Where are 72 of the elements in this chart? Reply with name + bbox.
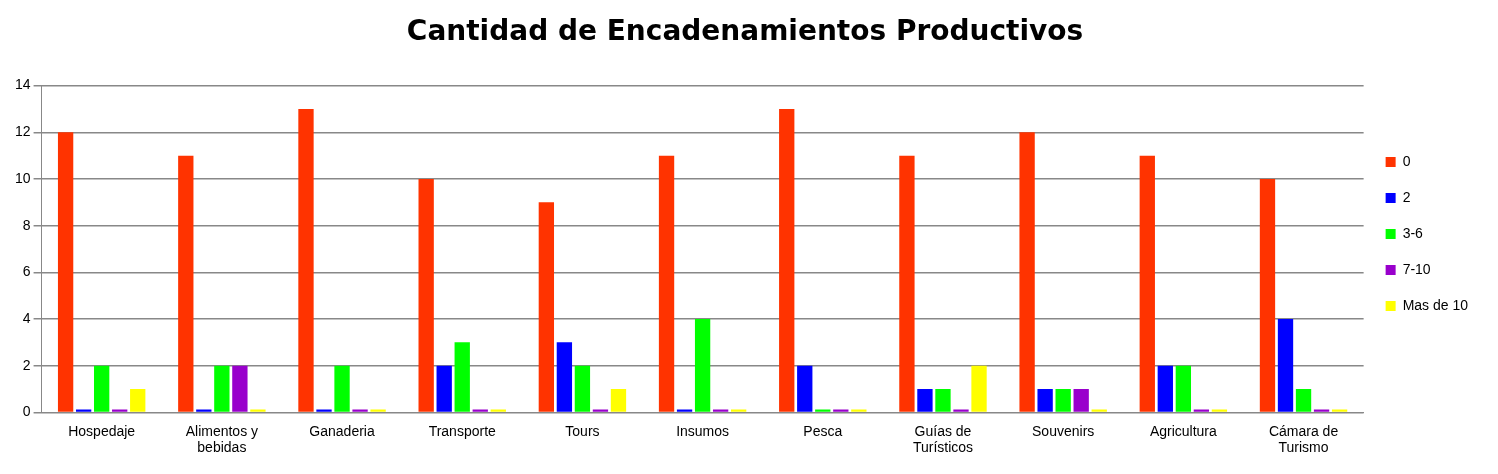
bar	[298, 108, 314, 412]
bar	[352, 409, 368, 412]
bar	[797, 365, 813, 412]
bar	[712, 409, 729, 412]
x-tick-label: Tours	[565, 422, 600, 439]
bar	[94, 365, 110, 412]
bar	[694, 319, 711, 412]
bar	[436, 365, 452, 412]
chart-title: Cantidad de Encadenamientos Productivos	[406, 14, 1084, 48]
bar	[851, 409, 867, 412]
y-tick-label: 14	[14, 76, 31, 93]
y-tick-label: 10	[14, 169, 31, 186]
y-tick-label: 6	[22, 263, 31, 280]
bar	[538, 202, 555, 412]
bar	[730, 409, 747, 412]
x-tick-label: Souvenirs	[1032, 422, 1095, 439]
bar	[1259, 178, 1276, 412]
bar	[815, 409, 831, 412]
bar	[232, 365, 248, 412]
y-tick-label: 8	[22, 216, 31, 233]
bar	[556, 342, 573, 412]
bar	[250, 409, 266, 412]
bar	[1193, 409, 1210, 412]
bar	[370, 409, 386, 412]
legend-label: 0	[1402, 152, 1411, 169]
y-tick-label: 2	[22, 356, 31, 373]
bar	[899, 155, 915, 412]
bar	[592, 409, 609, 412]
legend-label: 3-6	[1402, 224, 1424, 241]
bar	[1277, 319, 1294, 412]
x-tick-label: Guías de Turísticos	[912, 422, 974, 456]
x-tick-label: Hospedaje	[68, 422, 136, 439]
bar	[178, 155, 194, 412]
bar	[676, 409, 693, 412]
bar	[454, 342, 470, 412]
bar	[316, 409, 332, 412]
y-tick-label: 12	[14, 123, 31, 140]
legend-label: 7-10	[1402, 260, 1431, 277]
y-tick-label: 4	[22, 309, 31, 326]
bar	[658, 155, 675, 412]
x-tick-label: Ganaderia	[309, 422, 375, 439]
bar	[1091, 409, 1107, 412]
bar	[196, 409, 212, 412]
bar	[1139, 155, 1155, 412]
x-tick-label: Cámara de Turismo	[1268, 422, 1339, 456]
bar	[112, 409, 128, 412]
bar	[971, 365, 987, 412]
bar	[334, 365, 350, 412]
legend-label: Mas de 10	[1402, 296, 1469, 313]
bar	[833, 409, 849, 412]
bar	[214, 365, 230, 412]
bar	[1211, 409, 1228, 412]
bar	[472, 409, 488, 412]
bar	[779, 108, 795, 412]
x-tick-label: Transporte	[428, 422, 497, 439]
x-tick-label: Agricultura	[1149, 422, 1218, 439]
legend-label: 2	[1402, 188, 1411, 205]
bar	[953, 409, 969, 412]
bar	[418, 178, 434, 412]
x-tick-label: Insumos	[676, 422, 730, 439]
bar	[1331, 409, 1348, 412]
bar	[574, 365, 591, 412]
x-tick-label: Alimentos y bebidas	[185, 422, 259, 456]
y-tick-label: 0	[22, 403, 31, 420]
bar	[1157, 365, 1173, 412]
bar	[75, 409, 92, 412]
x-tick-label: Pesca	[803, 422, 843, 439]
bar	[57, 132, 74, 412]
bar	[490, 409, 506, 412]
bar	[1175, 365, 1192, 412]
bar	[1313, 409, 1330, 412]
bar	[1019, 132, 1035, 412]
